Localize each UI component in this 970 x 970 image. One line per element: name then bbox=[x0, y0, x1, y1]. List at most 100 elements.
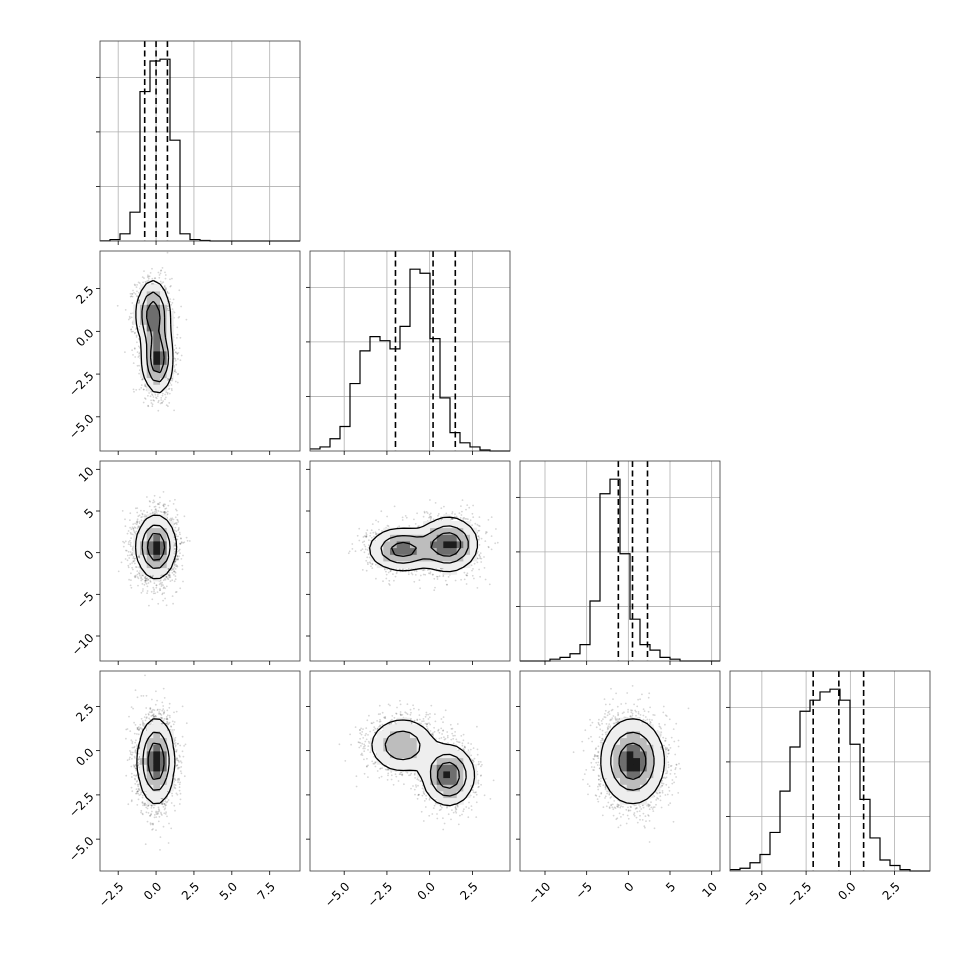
point bbox=[134, 331, 136, 334]
point bbox=[128, 578, 131, 581]
point bbox=[164, 511, 167, 513]
point bbox=[161, 592, 164, 595]
point bbox=[176, 513, 179, 516]
point bbox=[153, 399, 156, 402]
point bbox=[146, 585, 149, 588]
point bbox=[136, 521, 138, 524]
point bbox=[160, 401, 163, 404]
point bbox=[132, 560, 135, 563]
point bbox=[129, 542, 132, 544]
point bbox=[127, 530, 130, 532]
point bbox=[169, 574, 171, 577]
point bbox=[134, 566, 137, 568]
point bbox=[149, 581, 152, 583]
point bbox=[131, 293, 134, 295]
point bbox=[136, 511, 139, 514]
point bbox=[144, 280, 147, 283]
point bbox=[173, 561, 176, 563]
point bbox=[127, 318, 130, 321]
point bbox=[173, 365, 176, 367]
point bbox=[141, 516, 144, 518]
point bbox=[142, 588, 144, 590]
point bbox=[133, 332, 136, 335]
point bbox=[149, 512, 152, 515]
point bbox=[131, 552, 134, 554]
point bbox=[164, 393, 167, 396]
point bbox=[152, 592, 155, 595]
point bbox=[157, 401, 160, 404]
point bbox=[150, 590, 153, 593]
point bbox=[164, 597, 167, 600]
point bbox=[167, 573, 170, 576]
point bbox=[129, 543, 132, 546]
point bbox=[134, 356, 137, 358]
point bbox=[179, 542, 182, 545]
point bbox=[175, 508, 177, 511]
point bbox=[157, 393, 159, 395]
point bbox=[141, 578, 144, 581]
point bbox=[130, 586, 133, 589]
point bbox=[134, 574, 137, 577]
point bbox=[165, 404, 168, 407]
point bbox=[149, 500, 152, 503]
point bbox=[153, 277, 156, 280]
point bbox=[141, 590, 144, 592]
density-cell bbox=[133, 311, 141, 319]
density-cell bbox=[153, 297, 161, 305]
point bbox=[135, 389, 138, 391]
point bbox=[161, 593, 164, 596]
point bbox=[129, 512, 132, 515]
point bbox=[137, 584, 139, 587]
point bbox=[137, 526, 140, 529]
point bbox=[177, 358, 179, 360]
histogram-2 bbox=[520, 478, 720, 662]
point bbox=[173, 409, 176, 412]
point bbox=[178, 531, 181, 534]
density-cell bbox=[153, 284, 161, 292]
point bbox=[155, 509, 158, 512]
point bbox=[144, 579, 147, 582]
point bbox=[179, 336, 182, 339]
point bbox=[131, 548, 134, 551]
contour-1-0-2 bbox=[145, 300, 165, 374]
point bbox=[166, 393, 169, 395]
density-cell bbox=[160, 291, 168, 299]
density-cell bbox=[140, 331, 148, 339]
point bbox=[131, 553, 134, 556]
point bbox=[161, 401, 164, 404]
contour-1-0-0 bbox=[135, 279, 174, 394]
point bbox=[162, 587, 165, 590]
point bbox=[171, 308, 174, 310]
point bbox=[153, 501, 156, 503]
point bbox=[173, 573, 175, 576]
point bbox=[173, 529, 176, 532]
point bbox=[136, 364, 139, 367]
point bbox=[169, 500, 171, 502]
point bbox=[171, 378, 174, 380]
point bbox=[165, 287, 168, 290]
point bbox=[171, 379, 174, 382]
point bbox=[151, 393, 153, 395]
point bbox=[159, 589, 162, 591]
point bbox=[133, 559, 136, 562]
point bbox=[153, 582, 156, 585]
point bbox=[161, 581, 164, 584]
density-cell bbox=[140, 351, 148, 359]
point bbox=[148, 392, 151, 394]
point bbox=[124, 558, 127, 560]
point bbox=[159, 587, 161, 590]
point bbox=[180, 537, 182, 540]
point bbox=[116, 304, 119, 307]
point bbox=[146, 579, 148, 582]
point bbox=[127, 543, 130, 545]
point bbox=[131, 526, 134, 529]
point bbox=[140, 384, 143, 386]
point bbox=[161, 282, 163, 285]
point bbox=[162, 584, 164, 587]
density-cell bbox=[160, 331, 168, 339]
point bbox=[136, 351, 139, 353]
point bbox=[173, 357, 176, 360]
histogram-panel-1 bbox=[306, 250, 511, 452]
point bbox=[134, 522, 137, 525]
